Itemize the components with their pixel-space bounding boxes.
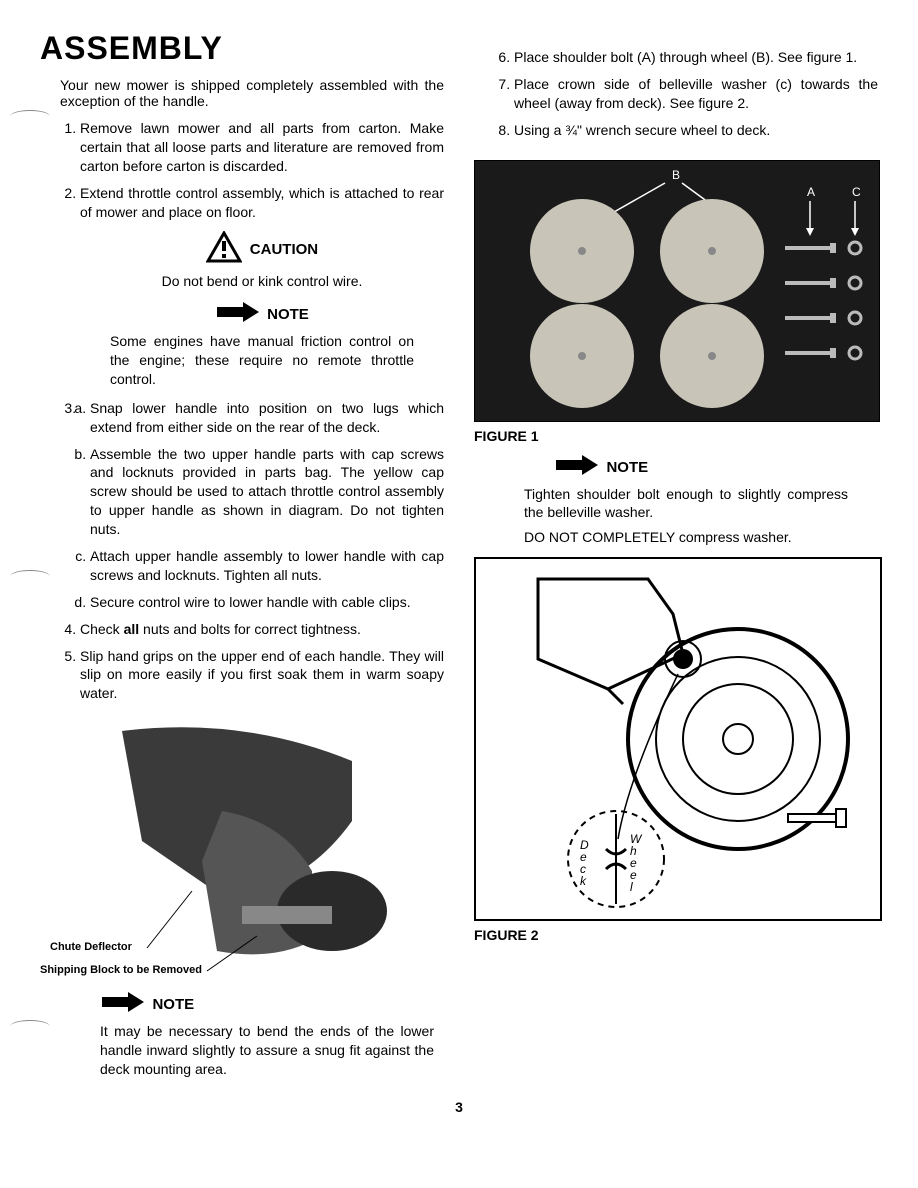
step-3d: Secure control wire to lower handle with… [90,593,444,612]
step-3b: Assemble the two upper handle parts with… [90,445,444,539]
step-5: Slip hand grips on the upper end of each… [80,647,444,704]
figure1-image: B A C [474,160,880,422]
caution-block: CAUTION [80,231,444,268]
note2-text: It may be necessary to bend the ends of … [100,1022,434,1079]
chute-deflector-label: Chute Deflector [50,941,132,953]
step-3: Snap lower handle into position on two l… [80,399,444,612]
caution-label: CAUTION [250,241,318,258]
note1-block: NOTE [80,301,444,328]
step-1: Remove lawn mower and all parts from car… [80,119,444,176]
note3-text: Tighten shoulder bolt enough to slightly… [524,485,848,523]
intro-text: Your new mower is shipped completely ass… [60,77,444,109]
assembly-steps-left: Remove lawn mower and all parts from car… [80,119,444,703]
step-3a: Snap lower handle into position on two l… [90,399,444,437]
note3-text2: DO NOT COMPLETELY compress washer. [524,528,848,547]
page-title: ASSEMBLY [40,30,444,67]
fig1-label-a: A [807,185,815,199]
figure2-caption: FIGURE 2 [474,927,878,943]
caution-triangle-icon [206,231,242,268]
chute-illustration: Chute Deflector Shipping Block to be Rem… [40,711,444,981]
note1-text: Some engines have manual friction contro… [110,332,414,389]
step-7: Place crown side of belleville washer (c… [514,75,878,113]
fig1-label-b: B [672,168,680,182]
note-arrow-icon [100,991,146,1018]
note2-label: NOTE [152,996,194,1013]
caution-text: Do not bend or kink control wire. [110,272,414,291]
note3-block: NOTE [554,454,878,481]
figure2-image: D e c k W h e e l [474,557,882,921]
note2-block: NOTE [100,991,444,1018]
assembly-steps-right: Place shoulder bolt (A) through wheel (B… [514,48,878,140]
step-3c: Attach upper handle assembly to lower ha… [90,547,444,585]
shipping-block-label: Shipping Block to be Removed [40,964,202,976]
figure1-caption: FIGURE 1 [474,428,878,444]
step-6: Place shoulder bolt (A) through wheel (B… [514,48,878,67]
note-arrow-icon [554,454,600,481]
step-8: Using a ¾" wrench secure wheel to deck. [514,121,878,140]
note-arrow-icon [215,301,261,328]
note3-label: NOTE [606,459,648,476]
svg-text:k: k [580,874,587,888]
note1-label: NOTE [267,306,309,323]
step-2: Extend throttle control assembly, which … [80,184,444,389]
page-number: 3 [40,1099,878,1115]
fig1-label-c: C [852,185,861,199]
step-4: Check all nuts and bolts for correct tig… [80,620,444,639]
svg-text:l: l [630,880,633,894]
